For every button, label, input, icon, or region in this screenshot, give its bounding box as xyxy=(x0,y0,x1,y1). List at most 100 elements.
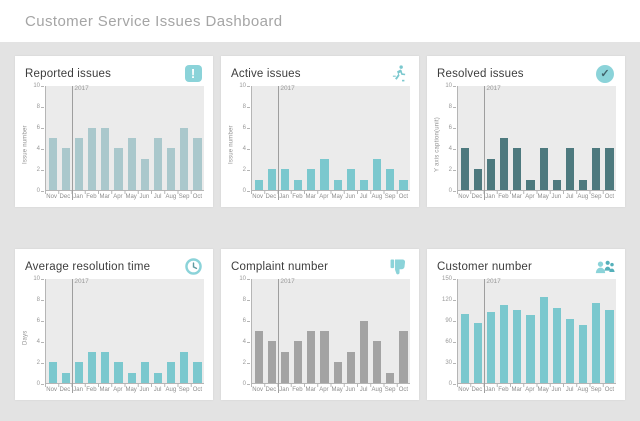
x-axis-labels: Nov Dec Jan Feb Mar Apr May Jun Jul Aug Sep Oct xyxy=(457,194,616,203)
bar-slot xyxy=(125,279,138,383)
bar-slot xyxy=(138,86,151,190)
x-tick-label: Jan xyxy=(73,387,83,393)
bar xyxy=(460,148,469,190)
y-tick-label: 2 xyxy=(36,167,45,173)
y-axis-ticks: 0 2 4 6 8 10 xyxy=(30,83,45,194)
x-tick-label: Jan xyxy=(485,387,495,393)
bar xyxy=(74,362,83,383)
x-tick-label: Aug xyxy=(577,387,589,393)
x-tick-label: Sep xyxy=(384,387,396,393)
bar-slot xyxy=(265,279,278,383)
x-axis-ticks xyxy=(45,384,204,387)
bar xyxy=(180,127,189,190)
bar xyxy=(399,331,408,383)
bar-slot xyxy=(191,86,204,190)
bar-slot xyxy=(524,86,537,190)
bar xyxy=(486,158,495,190)
bar-slot xyxy=(138,279,151,383)
x-tick-label: Feb xyxy=(292,387,303,393)
bar xyxy=(88,351,97,383)
y-tick-label: 6 xyxy=(242,318,251,324)
bar xyxy=(101,351,110,383)
x-axis-ticks xyxy=(251,384,410,387)
bar xyxy=(346,169,355,190)
y-axis-label: Issue number xyxy=(228,125,235,164)
bar-slot xyxy=(498,86,511,190)
x-tick-label: Jun xyxy=(551,194,562,200)
bar xyxy=(592,148,601,190)
chart-title: Average resolution time xyxy=(25,260,151,273)
y-tick-label: 0 xyxy=(242,188,251,194)
x-tick-label: Jul xyxy=(565,387,574,393)
plot-area: 2017 xyxy=(457,278,616,393)
bar-slot xyxy=(471,279,484,383)
bar-slot xyxy=(371,86,384,190)
bar xyxy=(565,148,575,190)
bar-slot xyxy=(458,279,471,383)
bar-chart-active-issues: Issue number 0 2 4 6 8 10 2017 Nov Dec Jan Feb Ma… xyxy=(227,83,410,203)
y-axis-label xyxy=(227,279,236,396)
bar xyxy=(359,179,369,190)
x-tick-label: Dec xyxy=(471,387,483,393)
y-tick-label: 10 xyxy=(239,83,250,89)
x-tick-label: Mar xyxy=(99,387,110,393)
x-tick-label: Apr xyxy=(319,387,329,393)
y-tick-label: 0 xyxy=(242,381,251,387)
y-tick-label: 2 xyxy=(242,167,251,173)
x-tick-label: Jan xyxy=(485,194,495,200)
bar xyxy=(254,331,263,383)
x-axis-labels: Nov Dec Jan Feb Mar Apr May Jun Jul Aug Sep Oct xyxy=(251,387,410,396)
bar xyxy=(267,341,276,383)
x-tick-label: Jul xyxy=(153,194,162,200)
bar xyxy=(267,169,276,190)
y-tick-label: 2 xyxy=(242,360,251,366)
bar-slot xyxy=(550,86,563,190)
bar xyxy=(386,169,395,190)
y-tick-label: 6 xyxy=(36,125,45,131)
bar-slot xyxy=(484,86,497,190)
y-tick-label: 8 xyxy=(448,104,457,110)
bar xyxy=(539,148,548,190)
x-tick-label: Dec xyxy=(265,194,277,200)
bar-slot xyxy=(344,279,357,383)
x-tick-label: Apr xyxy=(113,194,123,200)
bar xyxy=(101,127,110,190)
x-tick-label: Oct xyxy=(192,194,203,200)
x-tick-label: Jun xyxy=(551,387,562,393)
bar xyxy=(333,362,342,383)
bar-slot xyxy=(99,279,112,383)
x-axis-ticks xyxy=(45,191,204,194)
bar xyxy=(500,138,509,190)
bar-slot xyxy=(384,279,397,383)
y-axis-label: Days xyxy=(22,330,29,345)
x-tick-label: Jul xyxy=(359,387,368,393)
bar-slot xyxy=(590,86,603,190)
chart-title: Active issues xyxy=(231,67,301,80)
x-tick-label: May xyxy=(125,387,137,393)
x-tick-label: Jun xyxy=(345,387,356,393)
x-tick-label: Aug xyxy=(165,387,177,393)
x-tick-label: May xyxy=(331,387,343,393)
bar xyxy=(552,179,561,190)
bar xyxy=(386,372,395,383)
bar-slot xyxy=(112,279,125,383)
x-tick-label: Jun xyxy=(345,194,356,200)
year-label: 2017 xyxy=(74,85,89,92)
x-tick-label: Nov xyxy=(252,387,263,393)
bar xyxy=(193,138,202,190)
chart-panel-complaint-number: Complaint number 0 2 4 6 8 10 2017 Nov Dec Jan F… xyxy=(221,249,419,400)
x-tick-label: Mar xyxy=(305,387,316,393)
plot-area: 2017 xyxy=(45,85,204,200)
bar-slot xyxy=(590,279,603,383)
bar-slot xyxy=(550,279,563,383)
bar-slot xyxy=(59,279,72,383)
x-tick-label: Apr xyxy=(319,194,329,200)
bar xyxy=(460,313,469,383)
y-tick-label: 2 xyxy=(36,360,45,366)
thumbs-down-icon xyxy=(389,257,409,277)
x-tick-label: Dec xyxy=(59,194,71,200)
bar xyxy=(193,362,202,383)
bar xyxy=(399,179,408,190)
y-tick-label: 10 xyxy=(445,83,456,89)
bar xyxy=(127,138,136,190)
